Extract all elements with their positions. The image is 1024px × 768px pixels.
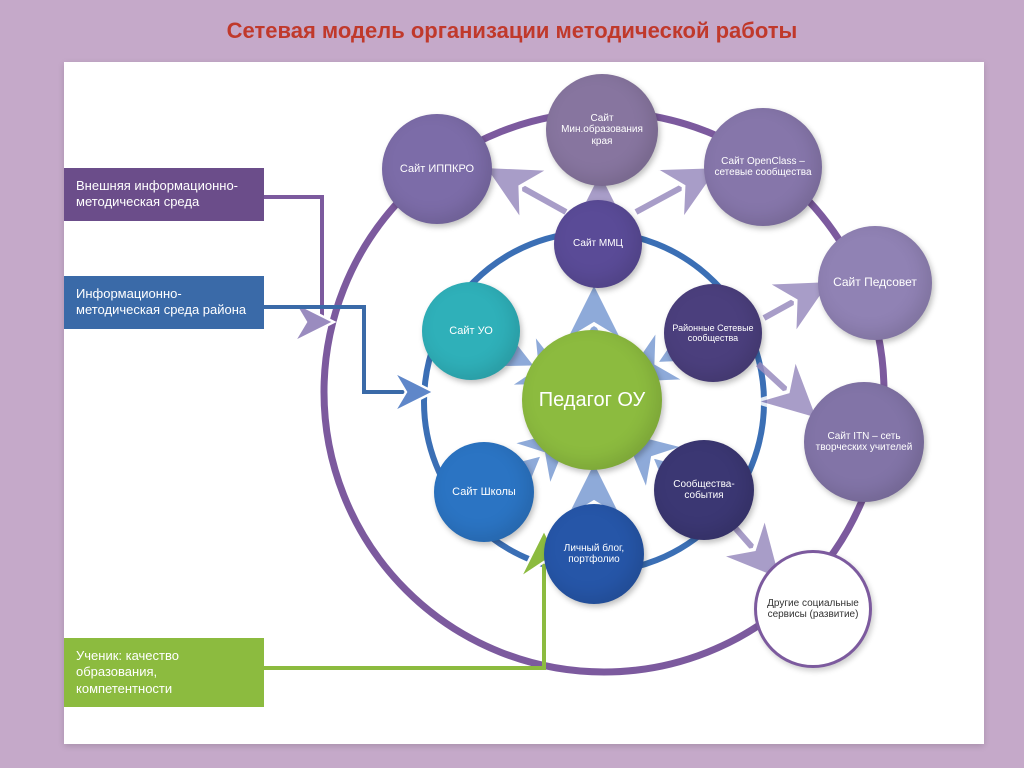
out-arrow-4: [758, 364, 810, 412]
node-label: Сайт ММЦ: [569, 234, 627, 254]
node-label: Сайт ITN – сеть творческих учителей: [804, 427, 924, 458]
legend-line-student: [264, 542, 544, 668]
outer-node-minedu: Сайт Мин.образования края: [546, 74, 658, 186]
node-label: Сайт Мин.образования края: [546, 109, 658, 152]
out-arrow-5: [730, 522, 774, 572]
outer-node-openclass: Сайт OpenClass – сетевые сообщества: [704, 108, 822, 226]
node-label: Сайт Школы: [448, 482, 520, 503]
out-arrow-0: [494, 172, 566, 212]
node-label: Сайт ИППКРО: [396, 159, 478, 180]
legend-district-env: Информационно-методическая среда района: [64, 276, 264, 329]
legend-line-district-env: [264, 307, 426, 392]
diagram-canvas: Внешняя информационно-методическая среда…: [64, 62, 984, 744]
inner-node-uo: Сайт УО: [422, 282, 520, 380]
legend-outer-env: Внешняя информационно-методическая среда: [64, 168, 264, 221]
node-label: Районные Сетевые сообщества: [664, 319, 762, 348]
outer-node-ippkro: Сайт ИППКРО: [382, 114, 492, 224]
node-label: Другие социальные сервисы (развитие): [757, 594, 869, 625]
outer-node-itn: Сайт ITN – сеть творческих учителей: [804, 382, 924, 502]
node-label: Сообщества-события: [654, 475, 754, 506]
page-title: Сетевая модель организации методической …: [0, 0, 1024, 52]
outer-node-other: Другие социальные сервисы (развитие): [754, 550, 872, 668]
center-node-center: Педагог ОУ: [522, 330, 662, 470]
out-arrow-2: [636, 172, 710, 212]
inner-node-blog: Личный блог, портфолио: [544, 504, 644, 604]
legend-line-outer-env: [264, 197, 326, 322]
inner-node-school: Сайт Школы: [434, 442, 534, 542]
legend-student: Ученик: качество образования, компетентн…: [64, 638, 264, 707]
node-label: Педагог ОУ: [535, 385, 650, 416]
outer-node-pedsovet: Сайт Педсовет: [818, 226, 932, 340]
node-label: Сайт OpenClass – сетевые сообщества: [704, 152, 822, 183]
inner-node-events: Сообщества-события: [654, 440, 754, 540]
inner-node-rayonSeti: Районные Сетевые сообщества: [664, 284, 762, 382]
node-label: Сайт УО: [445, 321, 497, 342]
node-label: Личный блог, портфолио: [544, 539, 644, 570]
node-label: Сайт Педсовет: [829, 272, 921, 294]
out-arrow-3: [764, 286, 822, 318]
inner-node-mmc: Сайт ММЦ: [554, 200, 642, 288]
